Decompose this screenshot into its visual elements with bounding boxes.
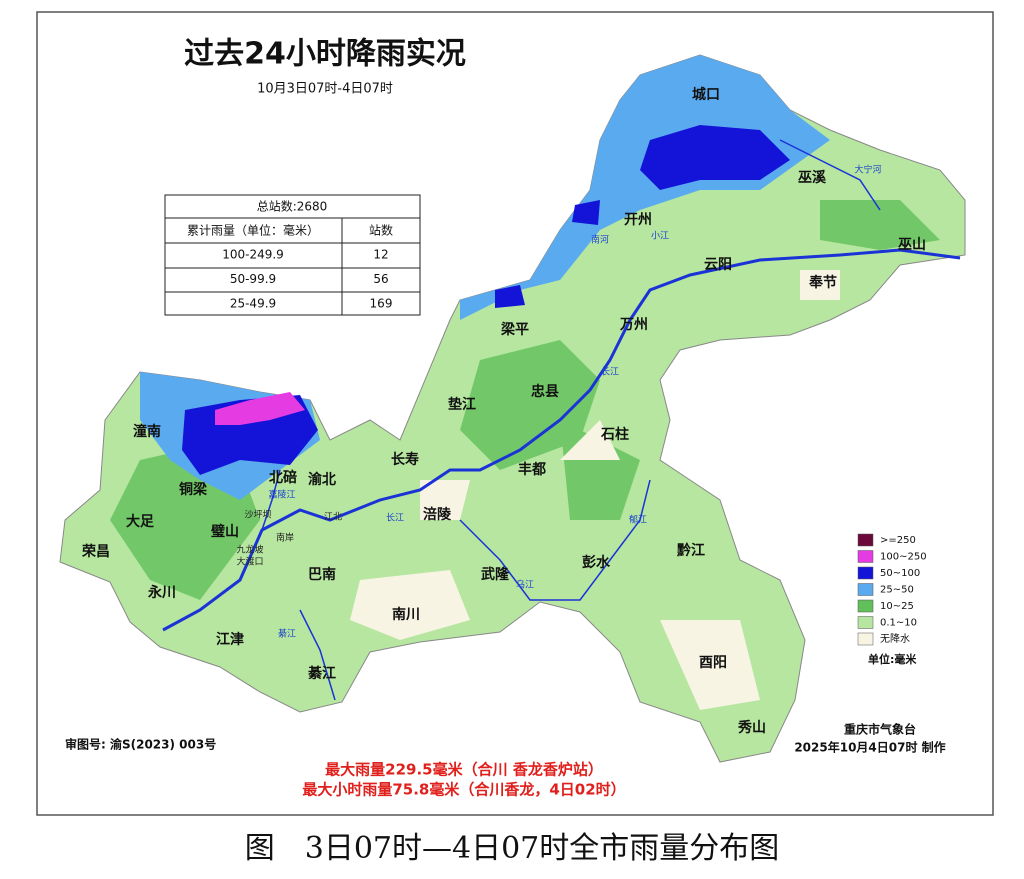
table-cell: 169 [370, 297, 393, 311]
legend-label: 25~50 [880, 585, 914, 596]
place-label: 巴南 [308, 566, 336, 583]
place-label: 涪陵 [423, 506, 452, 523]
table-header: 累计雨量（单位：毫米） [187, 223, 319, 238]
review-number: 审图号: 渝S(2023) 003号 [65, 737, 216, 752]
legend-label: 无降水 [880, 632, 910, 645]
table-cell: 12 [373, 248, 388, 262]
river-label: 大宁河 [854, 164, 881, 176]
legend-swatch [857, 566, 874, 580]
rain-25-50 [460, 55, 830, 320]
river-label: 綦江 [278, 628, 296, 640]
place-label: 垫江 [448, 396, 476, 413]
place-label: 铜梁 [179, 481, 208, 498]
table-box [164, 194, 421, 316]
legend-swatch [857, 632, 874, 646]
river-label: 长江 [601, 366, 619, 378]
place-label: 綦江 [307, 665, 336, 682]
agency: 重庆市气象台 [844, 722, 916, 737]
map [59, 54, 966, 763]
river-label: 嘉陵江 [268, 489, 295, 501]
rain-100-250 [215, 392, 305, 425]
legend: >=250 100~250 50~100 25~50 10~25 0.1~10 无降水 [857, 533, 927, 646]
place-label: 万州 [619, 317, 648, 333]
map-subtitle: 10月3日07时-4日07时 [257, 82, 393, 97]
place-label: 南川 [392, 606, 420, 623]
legend-label: 0.1~10 [880, 618, 917, 629]
legend-label: 100~250 [880, 552, 927, 563]
place-label: 石柱 [600, 426, 629, 443]
district-label: 九龙坡 [236, 544, 263, 556]
figure-caption: 图 3日07时—4日07时全市雨量分布图 [245, 831, 780, 866]
place-label: 永川 [147, 584, 176, 601]
river-label: 小江 [651, 231, 669, 242]
district-label: 南岸 [276, 532, 294, 544]
table-cell: 56 [373, 272, 388, 286]
place-label: 奉节 [809, 274, 837, 291]
legend-swatch [857, 533, 874, 547]
district-label: 江北 [324, 512, 342, 523]
place-label: 北碚 [269, 469, 297, 486]
legend-swatch [857, 583, 874, 596]
legend-swatch [857, 550, 874, 563]
place-label: 巫溪 [798, 169, 827, 186]
legend-label: 10~25 [880, 601, 914, 612]
place-label: 云阳 [704, 257, 732, 273]
no-rain [350, 270, 840, 710]
place-label: 开州 [624, 212, 652, 228]
place-label: 梁平 [500, 321, 529, 338]
place-label: 彭水 [582, 554, 611, 571]
place-label: 江津 [216, 631, 244, 648]
table-total: 总站数:2680 [257, 199, 328, 214]
place-label: 渝北 [308, 471, 336, 488]
place-label: 酉阳 [699, 655, 727, 671]
place-label: 武隆 [481, 566, 510, 583]
river-label: 南河 [591, 234, 609, 246]
legend-label: >=250 [880, 535, 916, 546]
max-hourly-rain: 最大小时雨量75.8毫米（合川香龙，4日02时） [302, 781, 625, 799]
place-label: 荣昌 [81, 543, 110, 560]
place-label: 潼南 [133, 423, 161, 440]
place-label: 璧山 [210, 523, 239, 540]
legend-swatch [857, 616, 874, 629]
table-cell: 100-249.9 [222, 248, 284, 262]
place-label: 黔江 [677, 542, 705, 559]
river-label: 长江 [386, 512, 404, 524]
place-label: 城口 [692, 86, 720, 103]
place-label: 大足 [126, 513, 155, 530]
legend-unit: 单位:毫米 [868, 652, 917, 666]
table-cell: 25-49.9 [230, 297, 276, 311]
rain-50-100 [182, 125, 790, 475]
legend-swatch [857, 599, 874, 613]
yangtze-river [162, 248, 961, 632]
place-label: 巫山 [898, 237, 926, 253]
stats-table: 总站数:2680 累计雨量（单位：毫米） 站数 100-249.9 12 50-99… [164, 194, 421, 316]
tributary [261, 139, 881, 701]
table-header: 站数 [369, 223, 393, 238]
max-rain: 最大雨量229.5毫米（合川 香龙香炉站） [325, 761, 603, 779]
place-label: 丰都 [518, 461, 546, 478]
table-cell: 50-99.9 [230, 272, 276, 286]
legend-label: 50~100 [880, 568, 920, 579]
river-label: 乌江 [516, 579, 534, 591]
district-label: 大渡口 [236, 556, 263, 568]
place-label: 秀山 [737, 719, 766, 736]
river-label: 郁江 [629, 514, 647, 526]
district-label: 沙坪坝 [244, 510, 271, 521]
place-label: 忠县 [531, 384, 559, 400]
map-title: 过去24小时降雨实况 [184, 37, 466, 72]
place-label: 长寿 [391, 451, 419, 468]
issue-time: 2025年10月4日07时 制作 [794, 740, 945, 755]
rain-10-25 [110, 200, 940, 600]
